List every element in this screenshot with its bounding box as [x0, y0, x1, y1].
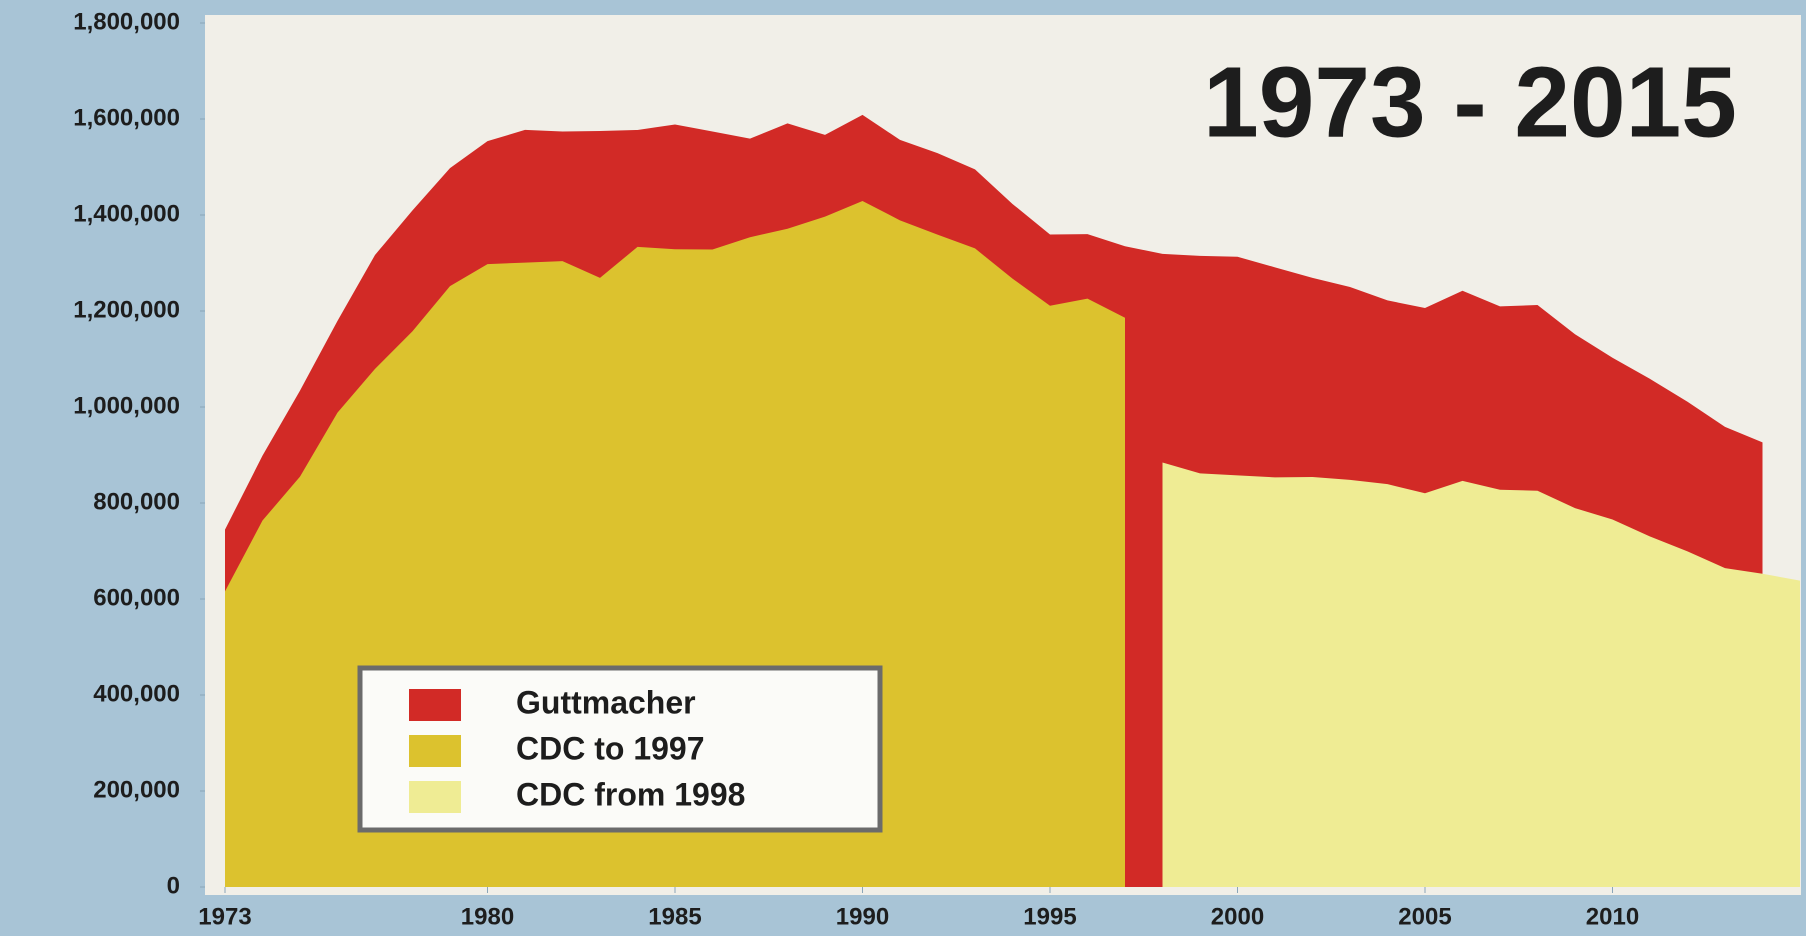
page: 1973 - 2015 Guttmacher CDC to 1997 CDC fro… [0, 0, 1806, 936]
y-tick-label: 1,600,000 [73, 104, 180, 131]
legend-swatch [409, 689, 461, 721]
y-tick-label: 600,000 [93, 584, 180, 611]
chart: 1973 - 2015 Guttmacher CDC to 1997 CDC fro… [0, 0, 1806, 936]
y-tick-label: 800,000 [93, 488, 180, 515]
x-tick-label: 2010 [1586, 903, 1639, 930]
x-tick-label: 1995 [1023, 903, 1076, 930]
y-tick-label: 400,000 [93, 680, 180, 707]
legend-swatch [409, 781, 461, 813]
x-tick-label: 1985 [648, 903, 701, 930]
legend-label: CDC to 1997 [516, 730, 705, 766]
legend-swatch [409, 735, 461, 767]
y-tick-label: 1,800,000 [73, 8, 180, 35]
x-tick-label: 2005 [1398, 903, 1451, 930]
chart-title: 1973 - 2015 [1203, 46, 1737, 158]
y-tick-label: 1,200,000 [73, 296, 180, 323]
x-tick-label: 1973 [198, 903, 251, 930]
y-tick-label: 1,000,000 [73, 392, 180, 419]
y-tick-label: 0 [167, 872, 180, 899]
x-tick-label: 1980 [461, 903, 514, 930]
legend-label: Guttmacher [516, 684, 696, 720]
y-tick-label: 200,000 [93, 776, 180, 803]
y-tick-label: 1,400,000 [73, 200, 180, 227]
legend-label: CDC from 1998 [516, 776, 745, 812]
x-tick-label: 2000 [1211, 903, 1264, 930]
legend: Guttmacher CDC to 1997 CDC from 1998 [409, 684, 745, 813]
x-tick-label: 1990 [836, 903, 889, 930]
